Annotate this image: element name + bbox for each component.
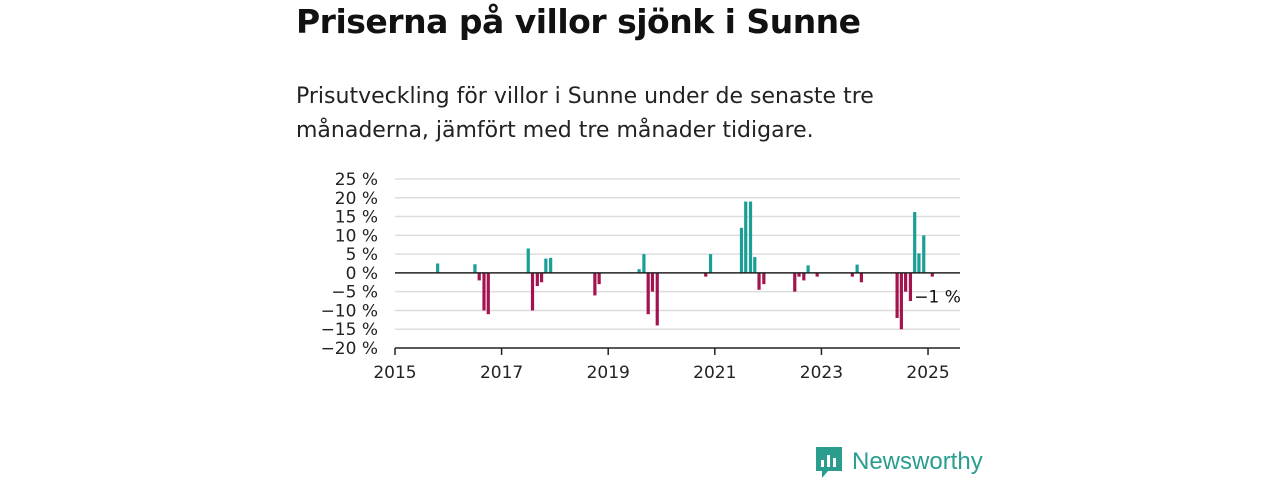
- x-axis-ticks: 2015 2017 2019 2021 2023 2025: [373, 348, 950, 383]
- bar-chart-logo-icon: [816, 447, 842, 478]
- bar: [535, 272, 539, 287]
- gridlines: [395, 178, 960, 330]
- bar: [815, 272, 819, 277]
- bar: [646, 272, 650, 315]
- x-tick-label: 2023: [800, 363, 843, 383]
- bar: [744, 201, 748, 273]
- annotations: −1 %: [914, 288, 961, 308]
- bar: [899, 272, 903, 330]
- bar: [850, 272, 854, 277]
- bar: [797, 272, 801, 277]
- y-tick-label: 25 %: [335, 170, 378, 190]
- bar: [539, 272, 544, 283]
- bar: [895, 272, 899, 318]
- bar: [739, 227, 744, 273]
- bar: [637, 269, 641, 273]
- bar: [473, 264, 477, 273]
- bar: [917, 253, 921, 273]
- x-tick-label: 2019: [587, 363, 630, 383]
- bar: [526, 248, 530, 273]
- newsworthy-logo: Newsworthy: [814, 445, 983, 479]
- bar: [530, 272, 535, 311]
- y-tick-label: 15 %: [335, 208, 378, 228]
- bar: [748, 201, 753, 273]
- bar: [913, 212, 917, 273]
- y-tick-label: 5 %: [346, 245, 378, 265]
- bar: [544, 258, 548, 273]
- chart-subtitle: Prisutveckling för villor i Sunne under …: [296, 84, 874, 143]
- y-tick-label: −20 %: [321, 339, 378, 359]
- bar: [757, 272, 761, 290]
- bar: [802, 272, 806, 281]
- bar: [762, 272, 766, 285]
- bar: [593, 272, 597, 296]
- y-tick-label: 0 %: [346, 264, 378, 284]
- bar: [597, 272, 601, 285]
- y-axis-tick-labels: 25 %20 %15 %10 %5 %0 %−5 %−10 %−15 %−20 …: [321, 170, 378, 359]
- bar: [904, 272, 908, 292]
- bar: [793, 272, 797, 292]
- data-label: −1 %: [914, 288, 961, 308]
- bar: [549, 257, 553, 273]
- x-tick-label: 2017: [480, 363, 523, 383]
- bar: [930, 272, 934, 277]
- x-tick-label: 2015: [373, 363, 416, 383]
- bar: [642, 254, 646, 273]
- chart-title: Priserna på villor sjönk i Sunne: [296, 2, 861, 41]
- bar: [855, 264, 859, 273]
- bar: [704, 272, 708, 277]
- bar: [650, 272, 655, 292]
- bars: [436, 201, 934, 330]
- y-tick-label: −10 %: [321, 301, 378, 321]
- x-tick-label: 2025: [906, 363, 949, 383]
- bar: [753, 257, 757, 273]
- y-tick-label: 10 %: [335, 226, 378, 246]
- bar: [436, 263, 440, 273]
- bar: [655, 272, 659, 326]
- bar: [806, 265, 810, 273]
- y-tick-label: −15 %: [321, 320, 378, 340]
- bar: [477, 272, 481, 281]
- bar: [908, 272, 913, 302]
- x-tick-label: 2021: [693, 363, 736, 383]
- bar: [486, 272, 490, 315]
- bar: [708, 254, 713, 273]
- y-tick-label: −5 %: [331, 283, 378, 303]
- bar: [482, 272, 486, 311]
- brand-name: Newsworthy: [852, 448, 983, 475]
- y-tick-label: 20 %: [335, 189, 378, 209]
- bar: [922, 235, 926, 273]
- bar: [859, 272, 863, 283]
